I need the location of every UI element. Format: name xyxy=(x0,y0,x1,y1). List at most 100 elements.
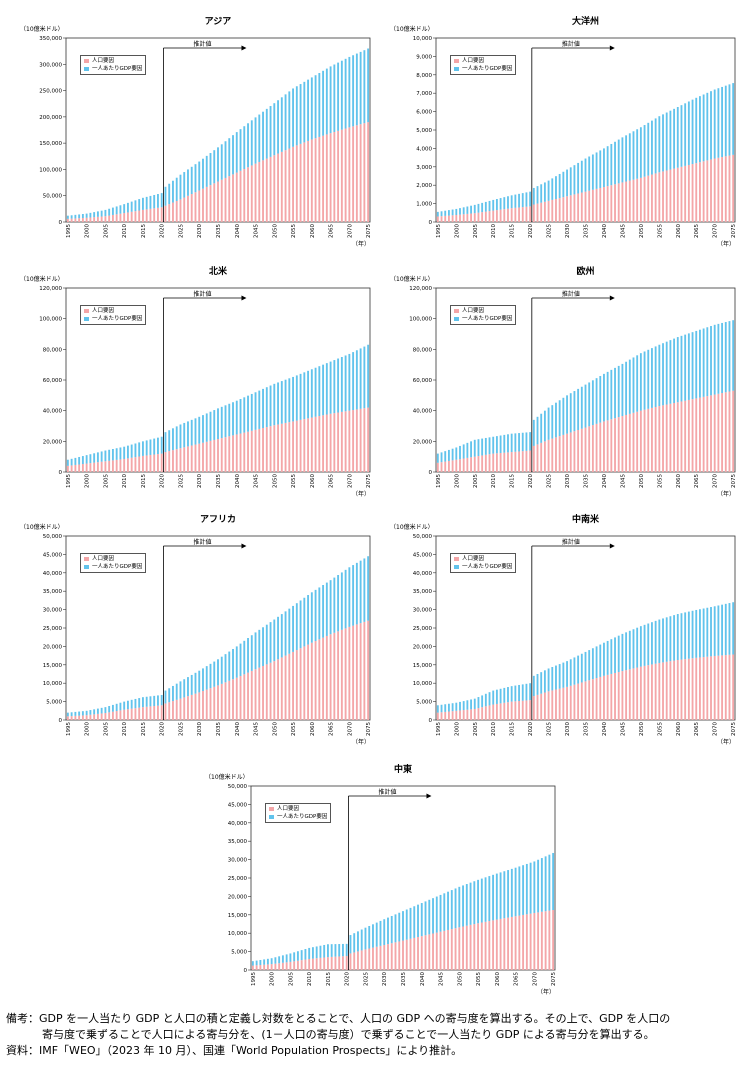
bar-population-2060 xyxy=(676,402,679,472)
bar-gdp-per-capita-2038 xyxy=(228,138,231,177)
chart-svg: 0 5,000 10,000 15,000 20,000 25,000 30,000 35,0… xyxy=(413,534,737,736)
x-tick-label: 2020 xyxy=(345,972,351,986)
bar-population-2074 xyxy=(728,155,731,222)
bar-gdp-per-capita-2030 xyxy=(566,661,568,687)
y-tick-label: 30,000 xyxy=(228,858,248,864)
legend-swatch-population xyxy=(84,59,89,63)
estimate-arrow-head xyxy=(241,295,247,301)
bar-gdp-per-capita-2041 xyxy=(606,371,609,421)
legend-label-gdp-per-capita: 一人あたりGDP要因 xyxy=(92,564,143,570)
bar-gdp-per-capita-2022 xyxy=(536,186,539,204)
bar-population-2044 xyxy=(250,430,253,472)
bar-gdp-per-capita-2014 xyxy=(507,196,509,209)
bar-population-2055 xyxy=(658,172,661,222)
bar-population-2045 xyxy=(254,669,257,720)
bar-gdp-per-capita-2016 xyxy=(145,196,148,210)
bar-gdp-per-capita-2073 xyxy=(544,856,547,912)
y-tick-label: 3,000 xyxy=(416,165,432,171)
x-tick-label: 2010 xyxy=(491,474,497,488)
bar-population-2058 xyxy=(303,419,306,472)
bar-gdp-per-capita-2045 xyxy=(254,392,257,430)
bar-population-2065 xyxy=(329,413,332,472)
legend-item-population: 人口要因 xyxy=(269,805,327,813)
y-tick-label: 0 xyxy=(429,220,433,226)
bar-population-2063 xyxy=(687,658,690,720)
bar-gdp-per-capita-2031 xyxy=(202,415,204,443)
bar-gdp-per-capita-2024 xyxy=(360,929,363,951)
y-tick-label: 30,000 xyxy=(43,608,63,614)
y-unit-label: （10億米ドル） xyxy=(20,524,64,531)
bar-gdp-per-capita-2064 xyxy=(510,868,513,917)
bar-population-2009 xyxy=(119,213,122,222)
bar-population-2000 xyxy=(85,217,88,222)
bar-population-2021 xyxy=(349,953,352,970)
y-tick-label: 0 xyxy=(59,718,63,724)
x-tick-label: 2045 xyxy=(254,474,260,488)
legend-swatch-population xyxy=(454,557,459,561)
bar-population-2050 xyxy=(458,927,461,970)
bar-population-2074 xyxy=(548,910,551,970)
bar-population-2019 xyxy=(525,700,528,720)
bar-population-2006 xyxy=(293,961,296,970)
bar-gdp-per-capita-2075 xyxy=(732,602,735,655)
bar-gdp-per-capita-2019 xyxy=(157,695,159,706)
bar-gdp-per-capita-2058 xyxy=(303,597,306,647)
y-tick-label: 45,000 xyxy=(228,802,248,808)
bar-population-2026 xyxy=(368,948,371,970)
bar-gdp-per-capita-2043 xyxy=(614,637,616,673)
bar-population-2053 xyxy=(651,407,653,472)
legend-item-gdp-per-capita: 一人あたりGDP要因 xyxy=(84,315,142,323)
bar-population-2014 xyxy=(138,707,141,720)
bar-gdp-per-capita-2071 xyxy=(352,352,355,411)
bar-population-2017 xyxy=(149,208,152,222)
bar-population-2075 xyxy=(552,910,555,970)
bar-gdp-per-capita-2028 xyxy=(558,664,561,689)
bar-gdp-per-capita-2002 xyxy=(462,701,465,711)
x-tick-label: 2020 xyxy=(528,474,534,488)
bar-gdp-per-capita-2000 xyxy=(85,455,88,464)
y-tick-label: 0 xyxy=(429,470,433,476)
bar-gdp-per-capita-2028 xyxy=(190,419,193,446)
bar-population-2054 xyxy=(288,148,291,222)
bar-gdp-per-capita-2058 xyxy=(669,340,672,404)
bar-population-2038 xyxy=(595,188,598,222)
legend: 人口要因 一人あたりGDP要因 xyxy=(80,55,147,75)
x-unit-label: （年） xyxy=(717,241,736,248)
bar-population-2058 xyxy=(669,403,672,472)
legend-swatch-population xyxy=(269,807,274,811)
bar-gdp-per-capita-2014 xyxy=(507,434,509,453)
chart-svg: 0 5,000 10,000 15,000 20,000 25,000 30,000 35,0… xyxy=(228,784,557,986)
legend-label-population: 人口要因 xyxy=(92,308,115,314)
x-tick-label: 2055 xyxy=(291,474,297,488)
bar-population-2030 xyxy=(383,944,386,970)
bar-gdp-per-capita-2046 xyxy=(258,114,261,162)
bar-gdp-per-capita-2031 xyxy=(202,668,204,692)
bar-gdp-per-capita-2042 xyxy=(610,143,613,186)
bar-gdp-per-capita-2029 xyxy=(194,672,197,694)
bar-gdp-per-capita-2004 xyxy=(470,699,472,710)
y-tick-label: 20,000 xyxy=(43,644,63,650)
bar-gdp-per-capita-2029 xyxy=(562,662,565,688)
bar-gdp-per-capita-2070 xyxy=(533,861,536,913)
estimate-label: 推計値 xyxy=(561,291,580,298)
bar-gdp-per-capita-2014 xyxy=(138,442,141,457)
bar-gdp-per-capita-2066 xyxy=(333,360,336,414)
bar-gdp-per-capita-1999 xyxy=(266,958,269,965)
bar-gdp-per-capita-2012 xyxy=(499,435,502,453)
bar-gdp-per-capita-2023 xyxy=(172,180,174,203)
bar-gdp-per-capita-2062 xyxy=(318,73,321,137)
bar-population-2016 xyxy=(514,207,517,222)
bar-population-2011 xyxy=(495,703,498,720)
bar-population-2034 xyxy=(213,439,216,472)
bar-gdp-per-capita-2001 xyxy=(459,208,461,215)
bar-gdp-per-capita-2033 xyxy=(577,388,580,430)
bar-population-2066 xyxy=(333,413,336,472)
bar-gdp-per-capita-2020 xyxy=(160,694,163,706)
estimate-label: 推計値 xyxy=(561,539,580,546)
bar-population-2053 xyxy=(651,174,653,222)
bar-population-2033 xyxy=(209,688,212,720)
bar-population-1995 xyxy=(66,218,69,222)
bar-population-2041 xyxy=(606,420,609,472)
bar-population-2045 xyxy=(439,931,442,970)
y-tick-label: 5,000 xyxy=(416,128,432,134)
